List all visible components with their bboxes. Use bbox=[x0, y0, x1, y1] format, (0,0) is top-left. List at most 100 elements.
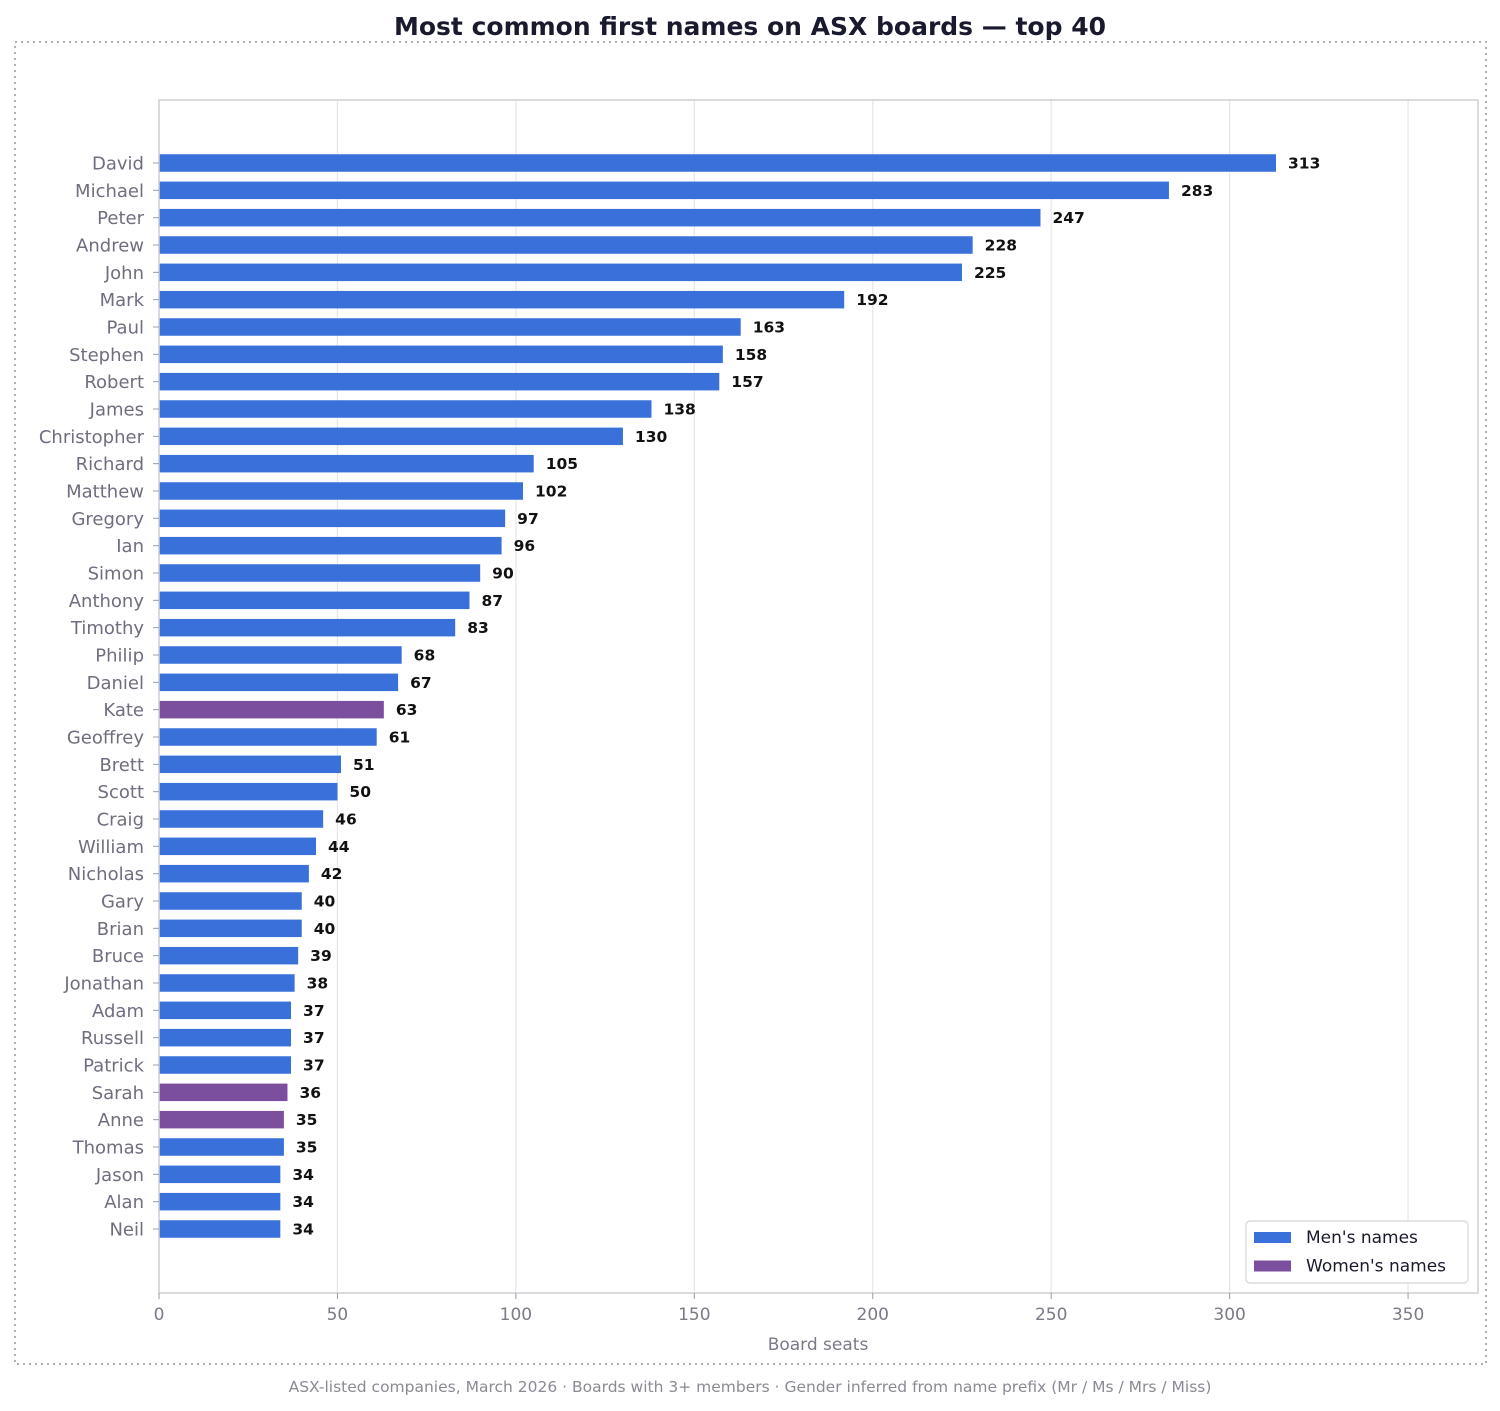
y-tick-label: Russell bbox=[81, 1028, 144, 1049]
data-label: 105 bbox=[546, 455, 578, 473]
y-tick-label: Patrick bbox=[83, 1056, 144, 1077]
data-label: 158 bbox=[735, 346, 767, 364]
data-label: 37 bbox=[303, 1002, 325, 1020]
bar-jason bbox=[159, 1165, 281, 1184]
data-label: 96 bbox=[514, 537, 536, 555]
chart-title: Most common first names on ASX boards — … bbox=[394, 12, 1106, 41]
bar-simon bbox=[159, 564, 481, 582]
y-tick-label: John bbox=[104, 263, 144, 284]
x-tick-label: 100 bbox=[500, 1305, 532, 1325]
bar-patrick bbox=[159, 1056, 292, 1074]
bar-anthony bbox=[159, 591, 470, 610]
bar-jonathan bbox=[159, 974, 295, 992]
data-label: 283 bbox=[1181, 182, 1213, 200]
bar-david bbox=[159, 154, 1277, 172]
y-tick-label: Kate bbox=[103, 700, 144, 721]
bar-brett bbox=[159, 755, 342, 774]
data-label: 83 bbox=[467, 619, 489, 637]
bar-andrew bbox=[159, 236, 973, 254]
y-tick-label: Bruce bbox=[92, 946, 144, 967]
data-label: 40 bbox=[314, 893, 336, 911]
y-tick-label: Robert bbox=[84, 372, 144, 393]
data-label: 46 bbox=[335, 811, 357, 829]
bar-ian bbox=[159, 536, 502, 555]
x-tick-label: 250 bbox=[1035, 1305, 1067, 1325]
data-label: 37 bbox=[303, 1057, 325, 1075]
bar-adam bbox=[159, 1001, 292, 1020]
bar-james bbox=[159, 400, 652, 418]
bar-stephen bbox=[159, 345, 723, 364]
bar-thomas bbox=[159, 1138, 284, 1156]
y-tick-label: Anthony bbox=[69, 591, 145, 612]
y-tick-label: Geoffrey bbox=[67, 728, 145, 749]
data-label: 67 bbox=[410, 674, 432, 692]
data-label: 163 bbox=[753, 319, 785, 337]
data-label: 44 bbox=[328, 838, 350, 856]
bar-matthew bbox=[159, 482, 524, 500]
data-label: 225 bbox=[974, 264, 1006, 282]
data-label: 61 bbox=[389, 729, 411, 747]
figure-border bbox=[14, 41, 1487, 1365]
y-tick-label: Gary bbox=[101, 892, 144, 913]
bar-richard bbox=[159, 454, 534, 473]
bar-craig bbox=[159, 810, 324, 828]
bar-geoffrey bbox=[159, 728, 377, 746]
footnote: ASX-listed companies, March 2026 · Board… bbox=[289, 1378, 1212, 1396]
data-label: 157 bbox=[731, 373, 763, 391]
bar-gary bbox=[159, 892, 302, 910]
data-label: 87 bbox=[481, 592, 503, 610]
bar-kate bbox=[159, 700, 384, 719]
y-tick-label: Anne bbox=[98, 1110, 144, 1131]
bar-michael bbox=[159, 181, 1169, 200]
data-label: 42 bbox=[321, 865, 343, 883]
bar-bruce bbox=[159, 946, 299, 965]
data-label: 50 bbox=[349, 783, 371, 801]
bar-john bbox=[159, 263, 962, 282]
legend-label-men: Men's names bbox=[1306, 1228, 1418, 1248]
bar-neil bbox=[159, 1220, 281, 1238]
y-tick-label: Timothy bbox=[70, 618, 144, 639]
y-tick-label: Ian bbox=[116, 536, 144, 557]
data-label: 68 bbox=[414, 647, 436, 665]
y-tick-label: Richard bbox=[76, 454, 144, 475]
legend-swatch-women bbox=[1254, 1260, 1291, 1272]
y-tick-label: Nicholas bbox=[68, 864, 144, 885]
bar-robert bbox=[159, 372, 720, 391]
data-label: 39 bbox=[310, 947, 332, 965]
bar-mark bbox=[159, 290, 845, 309]
y-tick-label: Daniel bbox=[87, 673, 144, 694]
y-tick-label: Sarah bbox=[92, 1083, 144, 1104]
legend: Men's names Women's names bbox=[1245, 1220, 1469, 1284]
bar-russell bbox=[159, 1028, 292, 1047]
data-label: 90 bbox=[492, 565, 514, 583]
data-label: 34 bbox=[292, 1193, 314, 1211]
y-tick-label: Jonathan bbox=[63, 974, 144, 995]
y-tick-label: Adam bbox=[92, 1001, 144, 1022]
y-tick-label: Christopher bbox=[39, 427, 145, 448]
y-tick-label: James bbox=[89, 400, 144, 421]
y-tick-label: Stephen bbox=[69, 345, 144, 366]
data-label: 63 bbox=[396, 701, 418, 719]
data-label: 130 bbox=[635, 428, 668, 446]
data-label: 102 bbox=[535, 483, 567, 501]
y-tick-label: Thomas bbox=[72, 1138, 144, 1159]
data-label: 40 bbox=[314, 920, 336, 938]
bar-timothy bbox=[159, 618, 456, 637]
bar-christopher bbox=[159, 427, 623, 446]
y-tick-label: Philip bbox=[95, 646, 144, 667]
y-tick-label: Peter bbox=[97, 208, 144, 229]
bar-gregory bbox=[159, 509, 506, 528]
y-tick-label: Brett bbox=[99, 755, 144, 776]
bar-paul bbox=[159, 318, 741, 336]
bar-peter bbox=[159, 208, 1041, 227]
data-label: 192 bbox=[856, 291, 888, 309]
data-label: 138 bbox=[663, 401, 695, 419]
data-label: 34 bbox=[292, 1221, 314, 1239]
y-tick-label: Michael bbox=[75, 181, 144, 202]
y-tick-label: Neil bbox=[109, 1220, 144, 1241]
y-tick-label: Brian bbox=[97, 919, 144, 940]
bar-scott bbox=[159, 782, 338, 801]
x-tick-label: 50 bbox=[327, 1305, 349, 1325]
y-tick-label: Craig bbox=[97, 810, 144, 831]
